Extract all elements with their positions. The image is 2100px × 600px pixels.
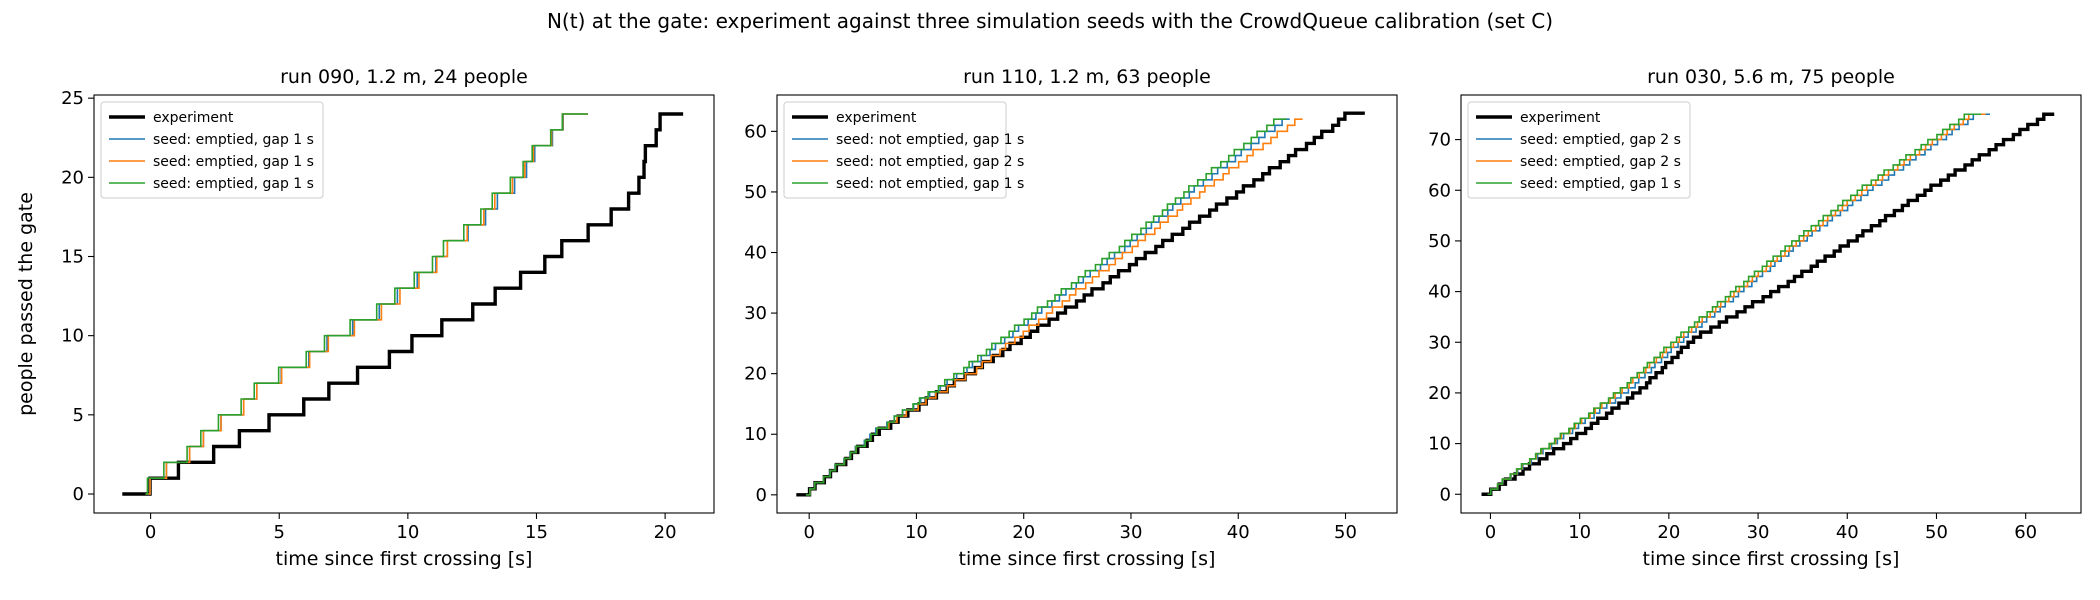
y-tick-label: 60 <box>744 121 767 142</box>
legend-label: seed: emptied, gap 1 s <box>153 132 314 148</box>
legend-label: seed: emptied, gap 2 s <box>1520 132 1681 148</box>
x-tick-label: 20 <box>654 522 677 543</box>
x-tick-label: 60 <box>2014 522 2037 543</box>
y-tick-label: 40 <box>744 243 767 264</box>
legend-label: seed: not emptied, gap 1 s <box>836 176 1024 192</box>
y-tick-label: 0 <box>73 484 84 505</box>
legend-box <box>783 101 1007 199</box>
x-tick-label: 0 <box>1485 522 1496 543</box>
x-tick-label: 50 <box>1925 522 1948 543</box>
legend: experiment seed: not emptied, gap 1 s seed… <box>783 101 1024 199</box>
series-line-seed_3 <box>805 118 1287 496</box>
x-tick-label: 20 <box>1657 522 1680 543</box>
legend-label: experiment <box>836 110 917 126</box>
x-tick-label: 30 <box>1747 522 1770 543</box>
y-tick-label: 50 <box>744 182 767 203</box>
figure-suptitle: N(t) at the gate: experiment against thr… <box>547 9 1553 33</box>
y-tick-label: 0 <box>756 485 767 506</box>
y-tick-label: 30 <box>1428 332 1451 353</box>
x-tick-label: 10 <box>396 522 419 543</box>
x-tick-label: 0 <box>145 522 156 543</box>
panel-3: 0 10 20 30 40 50 60 0 10 20 30 40 50 60 70 run 030, 5.6… <box>1428 66 2082 570</box>
x-tick-label: 5 <box>274 522 285 543</box>
series-line-experiment <box>1481 112 2055 496</box>
y-tick-label: 50 <box>1428 231 1451 252</box>
x-tick-label: 15 <box>525 522 548 543</box>
legend: experiment seed: emptied, gap 1 s seed: em… <box>100 101 324 199</box>
series-line-seed_3 <box>1487 113 1982 496</box>
legend-label: seed: not emptied, gap 2 s <box>836 154 1024 170</box>
y-tick-label: 0 <box>1440 484 1451 505</box>
legend-label: seed: not emptied, gap 1 s <box>836 132 1024 148</box>
panel-title: run 110, 1.2 m, 63 people <box>963 66 1211 88</box>
panel-title: run 090, 1.2 m, 24 people <box>280 66 528 88</box>
y-tick-label: 20 <box>61 167 84 188</box>
y-tick-label: 15 <box>61 247 84 268</box>
y-tick-label: 5 <box>73 405 84 426</box>
chart-panels: 0 5 10 15 20 0 5 10 15 20 25 run 090, 1.2 m, 24 peo… <box>15 66 2082 570</box>
legend-label: experiment <box>153 110 234 126</box>
y-tick-label: 10 <box>1428 434 1451 455</box>
x-tick-label: 20 <box>1012 522 1035 543</box>
x-tick-label: 30 <box>1120 522 1143 543</box>
legend-box <box>100 101 324 199</box>
legend-box <box>1467 101 1691 199</box>
series-line-seed_3 <box>145 113 588 495</box>
x-axis-label: time since first crossing [s] <box>276 548 533 570</box>
x-tick-label: 40 <box>1836 522 1859 543</box>
series-group <box>122 112 684 496</box>
y-axis-label: people passed the gate <box>15 192 37 416</box>
y-tick-label: 70 <box>1428 130 1451 151</box>
axes-frame <box>776 94 1398 514</box>
legend-label: seed: emptied, gap 2 s <box>1520 154 1681 170</box>
x-tick-label: 10 <box>1568 522 1591 543</box>
axes-frame <box>93 94 715 514</box>
series-group <box>796 111 1365 497</box>
panel-title: run 030, 5.6 m, 75 people <box>1647 66 1895 88</box>
y-tick-label: 25 <box>61 88 84 109</box>
legend-label: experiment <box>1520 110 1601 126</box>
y-tick-label: 60 <box>1428 180 1451 201</box>
x-tick-label: 0 <box>803 522 814 543</box>
axes-frame <box>1460 94 2082 514</box>
series-line-experiment <box>122 112 684 496</box>
y-tick-label: 10 <box>744 424 767 445</box>
y-tick-label: 20 <box>1428 383 1451 404</box>
series-line-seed_1 <box>1487 113 1991 496</box>
y-tick-label: 30 <box>744 303 767 324</box>
x-tick-label: 50 <box>1334 522 1357 543</box>
y-tick-label: 40 <box>1428 282 1451 303</box>
y-tick-label: 10 <box>61 326 84 347</box>
series-line-seed_2 <box>1487 113 1986 496</box>
x-tick-label: 40 <box>1227 522 1250 543</box>
x-tick-label: 10 <box>905 522 928 543</box>
legend-label: seed: emptied, gap 1 s <box>1520 176 1681 192</box>
panel-2: 0 10 20 30 40 50 0 10 20 30 40 50 60 run 110, 1.2 m, … <box>744 66 1398 570</box>
x-axis-label: time since first crossing [s] <box>1643 548 1900 570</box>
legend-label: seed: emptied, gap 1 s <box>153 154 314 170</box>
x-axis-label: time since first crossing [s] <box>959 548 1216 570</box>
panel-1: 0 5 10 15 20 0 5 10 15 20 25 run 090, 1.2 m, 24 peo… <box>15 66 715 570</box>
y-tick-label: 20 <box>744 364 767 385</box>
series-line-experiment <box>796 111 1365 497</box>
legend-label: seed: emptied, gap 1 s <box>153 176 314 192</box>
legend: experiment seed: emptied, gap 2 s seed: em… <box>1467 101 1691 199</box>
series-group <box>1481 112 2055 496</box>
